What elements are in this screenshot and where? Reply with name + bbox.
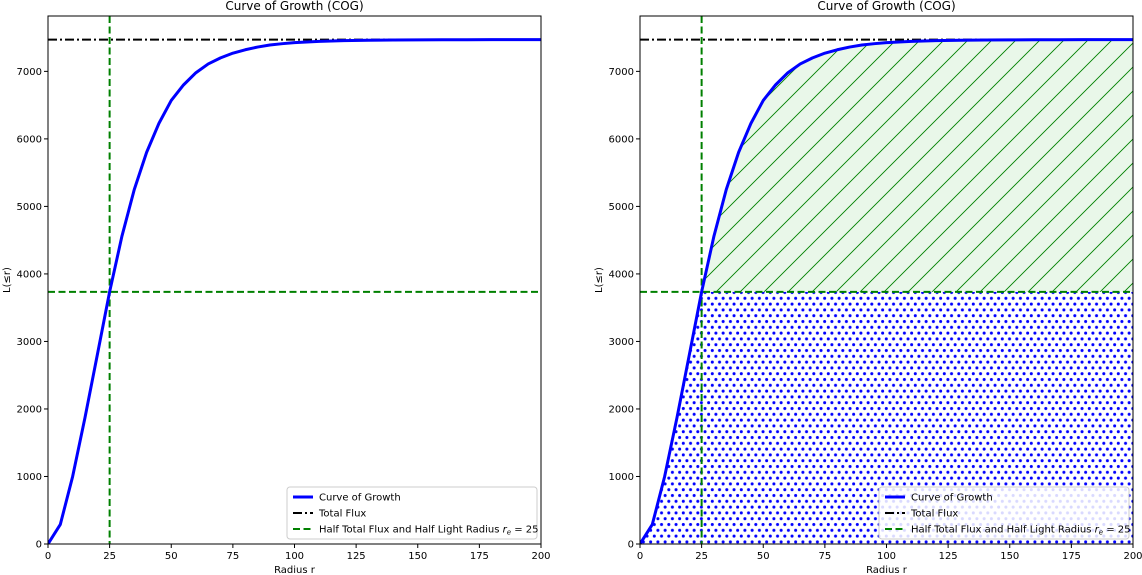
y-tick-label: 7000 [609, 67, 634, 78]
x-tick-label: 200 [531, 551, 550, 562]
y-tick-label: 1000 [17, 472, 42, 483]
y-tick-label: 5000 [17, 202, 42, 213]
y-axis-label: L(≤r) [2, 267, 13, 293]
x-tick-label: 150 [1000, 551, 1019, 562]
plot-area [48, 16, 541, 544]
y-tick-label: 2000 [17, 404, 42, 415]
x-tick-label: 125 [939, 551, 958, 562]
legend: Curve of Growth Total Flux Half Total Flux… [286, 486, 539, 540]
legend: Curve of Growth Total Flux Half Total Flux… [878, 486, 1131, 540]
x-tick-label: 200 [1123, 551, 1142, 562]
y-axis-label: L(≤r) [594, 267, 605, 293]
legend-entry-label: Half Total Flux and Half Light Radius re… [319, 525, 539, 537]
x-tick-label: 50 [757, 551, 770, 562]
x-tick-label: 150 [408, 551, 427, 562]
y-tick-label: 0 [628, 540, 634, 551]
x-tick-label: 25 [103, 551, 116, 562]
x-tick-label: 25 [695, 551, 708, 562]
y-tick-label: 0 [36, 540, 42, 551]
chart-title: Curve of Growth (COG) [817, 0, 955, 13]
curve-of-growth-line [48, 38, 541, 544]
x-tick-label: 50 [165, 551, 178, 562]
chart-panel-2: 0 25 50 75 100 125 150 175 200010002000300040005… [594, 0, 1142, 575]
legend-entry-label: Curve of Growth [911, 493, 993, 504]
legend-entry-label: Curve of Growth [319, 493, 401, 504]
plot-content [640, 16, 1133, 544]
x-tick-label: 75 [227, 551, 240, 562]
legend-entry-label: Half Total Flux and Half Light Radius re… [911, 525, 1131, 537]
y-tick-label: 2000 [609, 404, 634, 415]
legend-entry-label: Total Flux [910, 509, 958, 520]
y-tick-label: 3000 [17, 337, 42, 348]
x-tick-label: 100 [285, 551, 304, 562]
y-tick-label: 6000 [17, 134, 42, 145]
outer-half-hatch-region [701, 39, 1133, 292]
y-tick-label: 1000 [609, 472, 634, 483]
x-tick-label: 175 [1062, 551, 1081, 562]
plot-content [48, 16, 541, 544]
y-tick-label: 5000 [609, 202, 634, 213]
x-tick-label: 125 [347, 551, 366, 562]
x-tick-label: 75 [819, 551, 832, 562]
x-tick-label: 0 [637, 551, 643, 562]
inner-half-dot-region [640, 291, 1133, 544]
chart-title: Curve of Growth (COG) [225, 0, 363, 13]
y-tick-label: 4000 [609, 269, 634, 280]
x-tick-label: 0 [45, 551, 51, 562]
legend-entry-label: Total Flux [318, 509, 366, 520]
x-tick-label: 175 [470, 551, 489, 562]
y-tick-label: 7000 [17, 67, 42, 78]
x-axis-label: Radius r [274, 565, 316, 575]
y-tick-label: 3000 [609, 337, 634, 348]
y-tick-label: 4000 [17, 269, 42, 280]
legend-box [286, 486, 538, 540]
curve-of-growth-line [640, 38, 1133, 544]
y-tick-label: 6000 [609, 134, 634, 145]
chart-panel-1: 0 25 50 75 100 125 150 175 200010002000300040005… [2, 0, 551, 575]
x-tick-label: 100 [877, 551, 896, 562]
x-axis-label: Radius r [866, 565, 908, 575]
legend-box [878, 486, 1130, 540]
